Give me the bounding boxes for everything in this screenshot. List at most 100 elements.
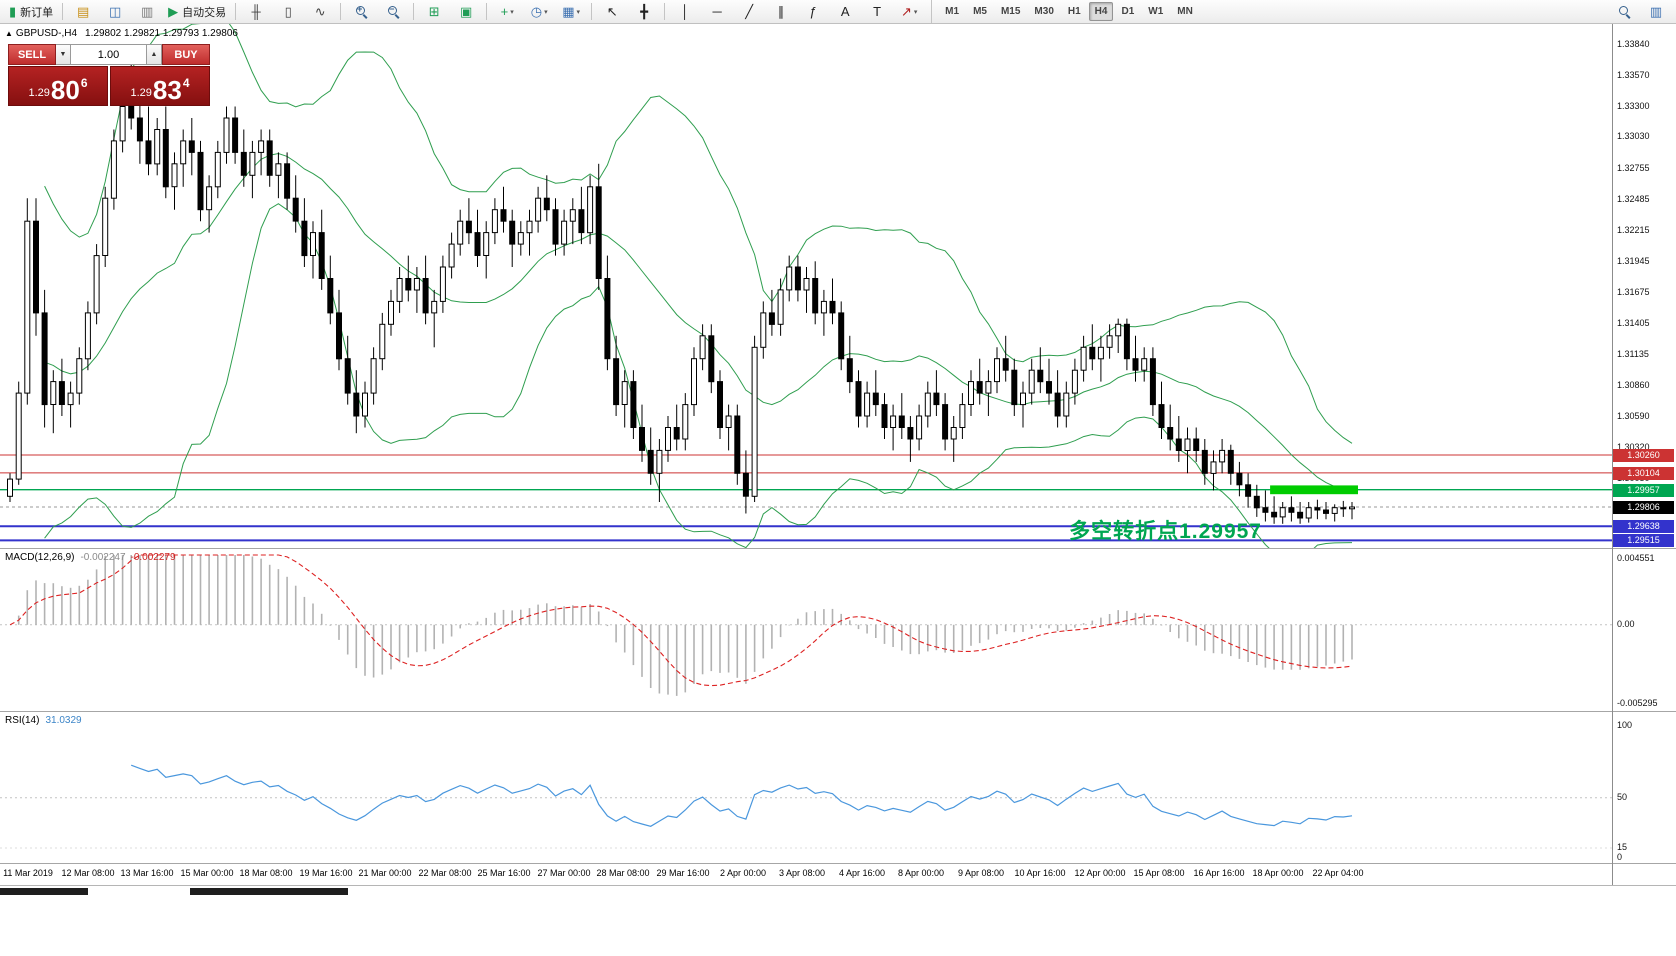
channel-icon[interactable]: ∥ bbox=[766, 1, 796, 23]
bar-chart-icon[interactable]: ╫ bbox=[241, 1, 271, 23]
toolbar-separator bbox=[591, 3, 593, 20]
candlestick-chart[interactable] bbox=[0, 24, 1612, 549]
new-order-button[interactable]: ▮ 新订单 bbox=[5, 1, 57, 23]
arrows-icon[interactable]: ↗ ▾ bbox=[894, 1, 924, 23]
chart-panel[interactable]: ▲ GBPUSD-,H4 1.29802 1.29821 1.29793 1.298… bbox=[0, 24, 1676, 956]
time-axis-label: 2 Apr 00:00 bbox=[719, 868, 767, 878]
vertical-line-icon[interactable]: │ bbox=[670, 1, 700, 23]
tile-windows-icon[interactable]: ⊞ bbox=[419, 1, 449, 23]
volume-up-button[interactable]: ▲ bbox=[147, 44, 162, 65]
data-window-icon[interactable]: ◫ bbox=[100, 1, 130, 23]
time-axis-label: 16 Apr 16:00 bbox=[1193, 868, 1245, 878]
timeframe-h1[interactable]: H1 bbox=[1067, 6, 1081, 17]
rsi-scale-label: 0 bbox=[1617, 852, 1623, 862]
hscroll-thumb[interactable] bbox=[0, 888, 88, 895]
chevron-down-icon: ▾ bbox=[510, 8, 514, 16]
macd-scale-label: -0.005295 bbox=[1617, 698, 1658, 708]
indicators-icon[interactable]: + ▾ bbox=[492, 1, 522, 23]
toolbar-separator bbox=[413, 3, 415, 20]
candlestick-icon[interactable]: ▯ bbox=[273, 1, 303, 23]
periods-icon[interactable]: ◷ ▾ bbox=[524, 1, 554, 23]
autotrading-button-label: 自动交易 bbox=[182, 6, 227, 19]
price-scale-label: 1.31405 bbox=[1617, 317, 1650, 328]
new-order-button-label: 新订单 bbox=[20, 6, 54, 19]
time-axis-label: 12 Mar 08:00 bbox=[61, 868, 115, 878]
price-scale-label: 1.33840 bbox=[1617, 38, 1650, 49]
timeframe-bar: M1 M5 M15 M30 H1 H4 D1 W1 MN bbox=[931, 0, 1200, 23]
navigator-icon[interactable]: ▥ bbox=[132, 1, 162, 23]
rsi-scale-label: 15 bbox=[1617, 842, 1628, 852]
fibonacci-icon[interactable]: ƒ bbox=[798, 1, 828, 23]
line-chart-icon[interactable]: ∿ bbox=[305, 1, 335, 23]
timeframe-h4[interactable]: H4 bbox=[1088, 2, 1114, 21]
volume-input[interactable]: 1.00 bbox=[71, 44, 147, 65]
price-line-badge: 1.29957 bbox=[1613, 483, 1674, 497]
panel-divider[interactable] bbox=[0, 548, 1676, 549]
price-scale-label: 1.33570 bbox=[1617, 69, 1650, 80]
new-order-icon: ▮ bbox=[9, 4, 17, 19]
trendline-icon[interactable]: ╱ bbox=[734, 1, 764, 23]
time-axis[interactable]: 11 Mar 2019 12 Mar 08:00 13 Mar 16:00 15 Ma… bbox=[0, 864, 1612, 885]
templates-icon[interactable]: ▦ ▾ bbox=[556, 1, 586, 23]
hscroll-thumb[interactable] bbox=[190, 888, 348, 895]
timeframe-w1[interactable]: W1 bbox=[1148, 6, 1164, 17]
time-axis-label: 22 Apr 04:00 bbox=[1312, 868, 1364, 878]
buy-price-display[interactable]: 1.29 83 4 bbox=[110, 66, 210, 106]
vertical-line-icon: │ bbox=[681, 4, 690, 19]
time-axis-label: 18 Apr 00:00 bbox=[1252, 868, 1304, 878]
chevron-down-icon: ▾ bbox=[913, 8, 918, 16]
rsi-panel[interactable] bbox=[0, 712, 1612, 864]
zoom-out-icon[interactable]: − bbox=[378, 1, 408, 23]
periods-icon: ◷ bbox=[530, 4, 543, 19]
horizontal-line-icon[interactable]: ─ bbox=[702, 1, 732, 23]
scale-divider bbox=[1612, 24, 1613, 885]
macd-panel[interactable] bbox=[0, 549, 1612, 712]
price-scale-label: 1.31675 bbox=[1617, 286, 1650, 297]
label-icon[interactable]: T bbox=[862, 1, 892, 23]
chevron-down-icon: ▾ bbox=[576, 8, 581, 16]
crosshair-icon[interactable]: ╋ bbox=[629, 1, 659, 23]
zoom-in-icon[interactable]: + bbox=[346, 1, 376, 23]
price-scale-label: 1.31135 bbox=[1617, 348, 1649, 359]
templates-icon: ▦ bbox=[562, 4, 575, 19]
indicators-icon: + bbox=[500, 4, 509, 19]
timeframe-m30[interactable]: M30 bbox=[1034, 6, 1054, 17]
cursor-icon[interactable]: ↖ bbox=[597, 1, 627, 23]
search-icon[interactable] bbox=[1609, 1, 1639, 23]
time-axis-label: 15 Apr 08:00 bbox=[1133, 868, 1185, 878]
price-line-badge: 1.29638 bbox=[1613, 520, 1674, 534]
text-icon: A bbox=[840, 4, 850, 19]
panel-divider[interactable] bbox=[0, 711, 1676, 712]
sell-price-display[interactable]: 1.29 80 6 bbox=[8, 66, 108, 106]
axis-divider bbox=[0, 863, 1676, 864]
cascade-windows-icon[interactable]: ▣ bbox=[451, 1, 481, 23]
crosshair-icon: ╋ bbox=[640, 4, 649, 19]
timeframe-m15[interactable]: M15 bbox=[1000, 6, 1021, 17]
rsi-scale-label: 50 bbox=[1617, 791, 1628, 802]
trendline-icon: ╱ bbox=[745, 4, 754, 19]
rsi-scale-label: 100 bbox=[1617, 720, 1633, 730]
timeframe-m1[interactable]: M1 bbox=[945, 6, 960, 17]
toolbar-separator bbox=[340, 3, 342, 20]
chart-annotation: 多空转折点1.29957 bbox=[1069, 520, 1262, 543]
macd-scale-label: 0.00 bbox=[1617, 618, 1635, 629]
channel-icon: ∥ bbox=[777, 4, 785, 19]
timeframe-mn[interactable]: MN bbox=[1177, 6, 1193, 17]
sell-button[interactable]: SELL bbox=[8, 44, 56, 65]
time-axis-label: 22 Mar 08:00 bbox=[418, 868, 472, 878]
timeframe-d1[interactable]: D1 bbox=[1121, 6, 1135, 17]
toolbar-separator bbox=[235, 3, 237, 20]
timeframe-m5[interactable]: M5 bbox=[973, 6, 987, 17]
fibonacci-icon: ƒ bbox=[809, 4, 817, 19]
text-icon[interactable]: A bbox=[830, 1, 860, 23]
volume-down-button[interactable]: ▼ bbox=[56, 44, 71, 65]
chart-window-icon[interactable]: ▥ bbox=[1641, 1, 1671, 23]
market-watch-icon: ▤ bbox=[77, 4, 90, 19]
buy-button[interactable]: BUY bbox=[162, 44, 210, 65]
price-scale-label: 1.32755 bbox=[1617, 163, 1650, 173]
price-scale-label: 1.30860 bbox=[1617, 380, 1650, 391]
market-watch-icon[interactable]: ▤ bbox=[68, 1, 98, 23]
chevron-down-icon: ▾ bbox=[544, 8, 548, 16]
autotrading-button[interactable]: ▶ 自动交易 bbox=[164, 1, 230, 23]
time-axis-label: 18 Mar 08:00 bbox=[239, 868, 293, 878]
